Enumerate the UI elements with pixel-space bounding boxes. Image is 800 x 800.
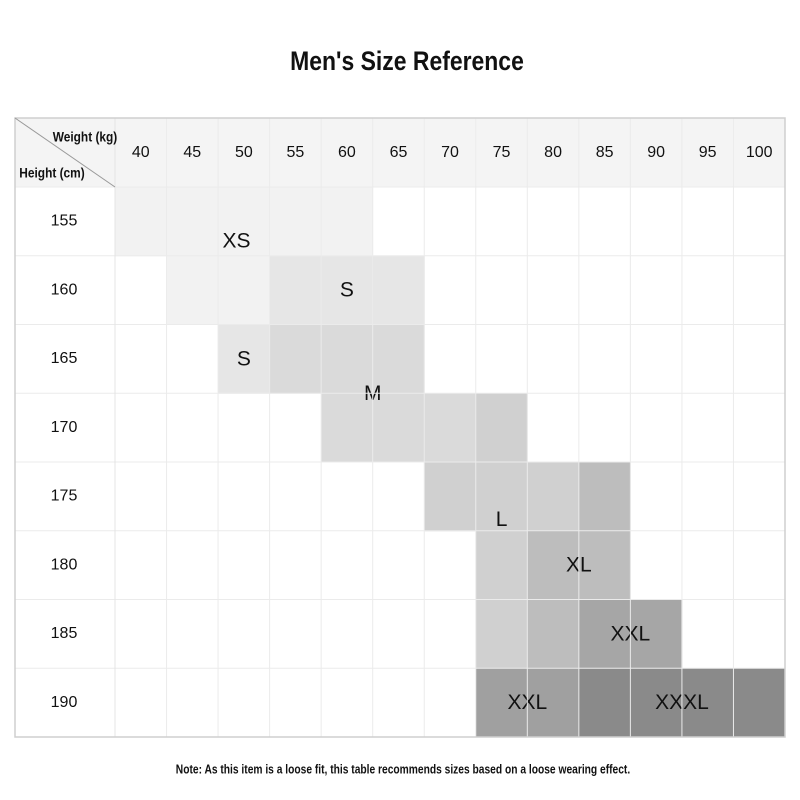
weight-header: 85 (596, 144, 614, 161)
size-zone-cell (321, 393, 374, 463)
size-zone-cell (269, 255, 322, 325)
size-zone-cell (475, 599, 528, 669)
size-zone-cell (527, 462, 580, 532)
height-header: 160 (51, 281, 78, 298)
size-zone-cell (578, 599, 631, 669)
weight-header: 100 (746, 144, 773, 161)
size-zone-cell (218, 324, 271, 394)
height-header: 155 (51, 213, 78, 230)
size-label: XS (222, 230, 250, 253)
corner-row-label: Height (cm) (19, 165, 84, 181)
size-zone-cell (321, 324, 374, 394)
size-zone-cell (115, 187, 168, 257)
weight-header: 70 (441, 144, 459, 161)
weight-header: 50 (235, 144, 253, 161)
size-zone-cell (269, 187, 322, 257)
size-zone-cell (475, 462, 528, 532)
weight-header: 40 (132, 144, 150, 161)
note: Note: As this item is a loose fit, this … (176, 763, 630, 776)
size-zone-cell (424, 462, 477, 532)
size-label: S (340, 279, 354, 302)
size-zone-cell (166, 187, 219, 257)
size-zone-cell (630, 668, 683, 738)
size-zone-cell (527, 668, 580, 738)
size-zone-cell (475, 530, 528, 600)
size-label: L (496, 508, 508, 531)
size-zone-cell (733, 668, 786, 738)
size-zone-cell (578, 530, 631, 600)
size-zone-cell (630, 599, 683, 669)
weight-header: 60 (338, 144, 356, 161)
size-zone-cell (527, 530, 580, 600)
size-zone-cell (681, 668, 734, 738)
height-header: 180 (51, 556, 78, 573)
size-zone-cell (321, 187, 374, 257)
weight-header: 95 (699, 144, 717, 161)
title: Men's Size Reference (290, 46, 524, 76)
table-border (14, 117, 786, 738)
size-label: S (237, 347, 251, 370)
size-zone-cell (527, 599, 580, 669)
height-header: 165 (51, 350, 78, 367)
size-zone-cell (475, 393, 528, 463)
size-zone-cell (475, 668, 528, 738)
size-zone-cell (372, 255, 425, 325)
size-zone-cell (218, 255, 271, 325)
height-header: 190 (51, 694, 78, 711)
size-zone-cell (424, 393, 477, 463)
size-zone-cell (578, 668, 631, 738)
height-header: 175 (51, 488, 78, 505)
table: XSSSMLXLXXLXXLXXXLWeight (kg)Height (cm)… (14, 117, 786, 738)
weight-header: 75 (493, 144, 511, 161)
size-zone-cell (578, 462, 631, 532)
weight-header: 55 (286, 144, 304, 161)
size-zone-cell (166, 255, 219, 325)
size-zone-cell (372, 393, 425, 463)
weight-header: 45 (183, 144, 201, 161)
weight-header: 65 (390, 144, 408, 161)
size-zone-cell (218, 187, 271, 257)
corner-diagonal (14, 117, 116, 188)
size-zone-cell (269, 324, 322, 394)
corner-column-label: Weight (kg) (53, 129, 118, 145)
weight-header: 80 (544, 144, 562, 161)
size-zone-cell (321, 255, 374, 325)
height-header: 185 (51, 625, 78, 642)
header-row (15, 118, 785, 187)
weight-header: 90 (647, 144, 665, 161)
height-header: 170 (51, 419, 78, 436)
size-zone-cell (372, 324, 425, 394)
